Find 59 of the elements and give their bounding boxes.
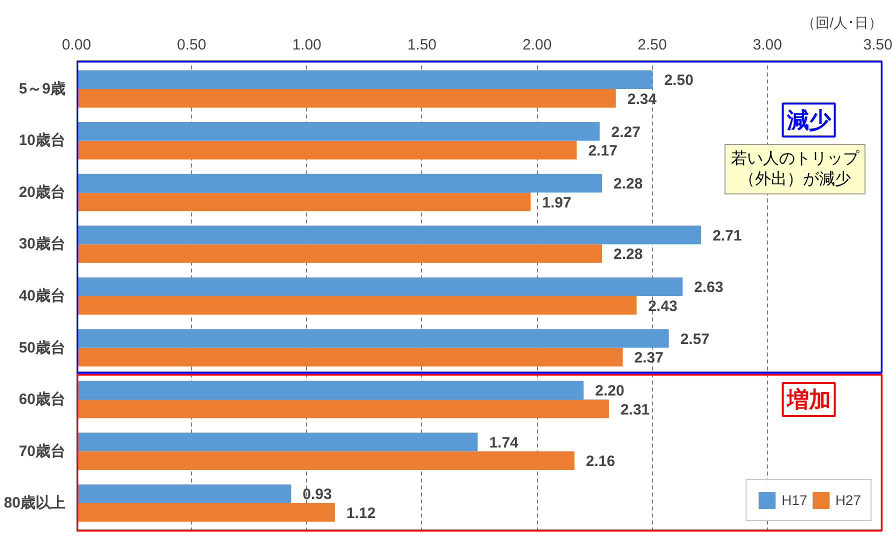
- bar: [76, 451, 574, 470]
- x-tick-label: 1.50: [407, 36, 437, 54]
- bar: [76, 88, 616, 108]
- annotation: 増加: [786, 387, 831, 412]
- bar: [76, 380, 584, 400]
- bar: [76, 329, 669, 348]
- bar: [76, 140, 577, 160]
- annotation: 若い人のトリップ（外出）が減少: [730, 149, 860, 188]
- bar: [76, 244, 602, 263]
- bar: [76, 296, 637, 315]
- legend-label: H27: [835, 492, 861, 508]
- bar: [76, 484, 292, 504]
- x-tick-label: 0.00: [62, 36, 92, 54]
- x-tick-label: 0.50: [177, 36, 206, 54]
- x-tick-label: 2.00: [522, 36, 552, 54]
- data-label: 2.28: [614, 246, 643, 264]
- text: （回/人･日）: [802, 14, 882, 30]
- data-label: 2.71: [712, 227, 742, 244]
- data-label: 2.28: [614, 176, 643, 193]
- data-label: 2.16: [586, 453, 616, 470]
- data-label: 1.74: [489, 434, 520, 452]
- bar: [76, 226, 702, 244]
- data-label: 1.97: [542, 194, 572, 212]
- bar: [76, 348, 623, 366]
- bar: [76, 192, 531, 212]
- data-label: 2.50: [664, 72, 694, 90]
- legend-label: H17: [782, 492, 808, 508]
- y-tick-label: 40歳台: [18, 288, 66, 304]
- y-tick-label: 20歳台: [18, 184, 66, 201]
- data-label: 0.93: [302, 486, 332, 504]
- data-label: 2.31: [620, 401, 650, 418]
- data-label: 2.27: [611, 124, 640, 141]
- y-tick-label: 80歳以上: [4, 494, 66, 512]
- data-label: 2.37: [634, 350, 664, 367]
- x-tick-label: 3.50: [863, 36, 892, 54]
- annotation: 減少: [786, 108, 832, 133]
- y-tick-label: 5～9歳: [18, 80, 66, 98]
- bar: [76, 432, 478, 452]
- data-label: 2.17: [588, 142, 618, 160]
- y-tick-label: 50歳台: [18, 339, 66, 356]
- y-tick-label: 70歳台: [18, 442, 66, 460]
- bar: [76, 503, 335, 522]
- bar: [76, 122, 600, 141]
- bar: [76, 277, 683, 296]
- data-label: 2.20: [595, 382, 624, 400]
- x-tick-label: 2.50: [638, 36, 667, 54]
- bar: [76, 174, 602, 193]
- y-tick-label: 10歳台: [18, 132, 66, 150]
- data-label: 1.12: [346, 504, 376, 522]
- data-label: 2.43: [648, 298, 678, 315]
- x-tick-label: 3.00: [752, 36, 782, 54]
- data-label: 2.63: [694, 279, 724, 296]
- y-tick-label: 60歳台: [18, 391, 66, 408]
- x-tick-label: 1.00: [292, 36, 322, 54]
- bar: [76, 399, 609, 418]
- bar: [76, 70, 653, 89]
- y-tick-label: 30歳台: [18, 236, 66, 253]
- data-label: 2.57: [680, 330, 710, 348]
- data-label: 2.34: [627, 90, 658, 108]
